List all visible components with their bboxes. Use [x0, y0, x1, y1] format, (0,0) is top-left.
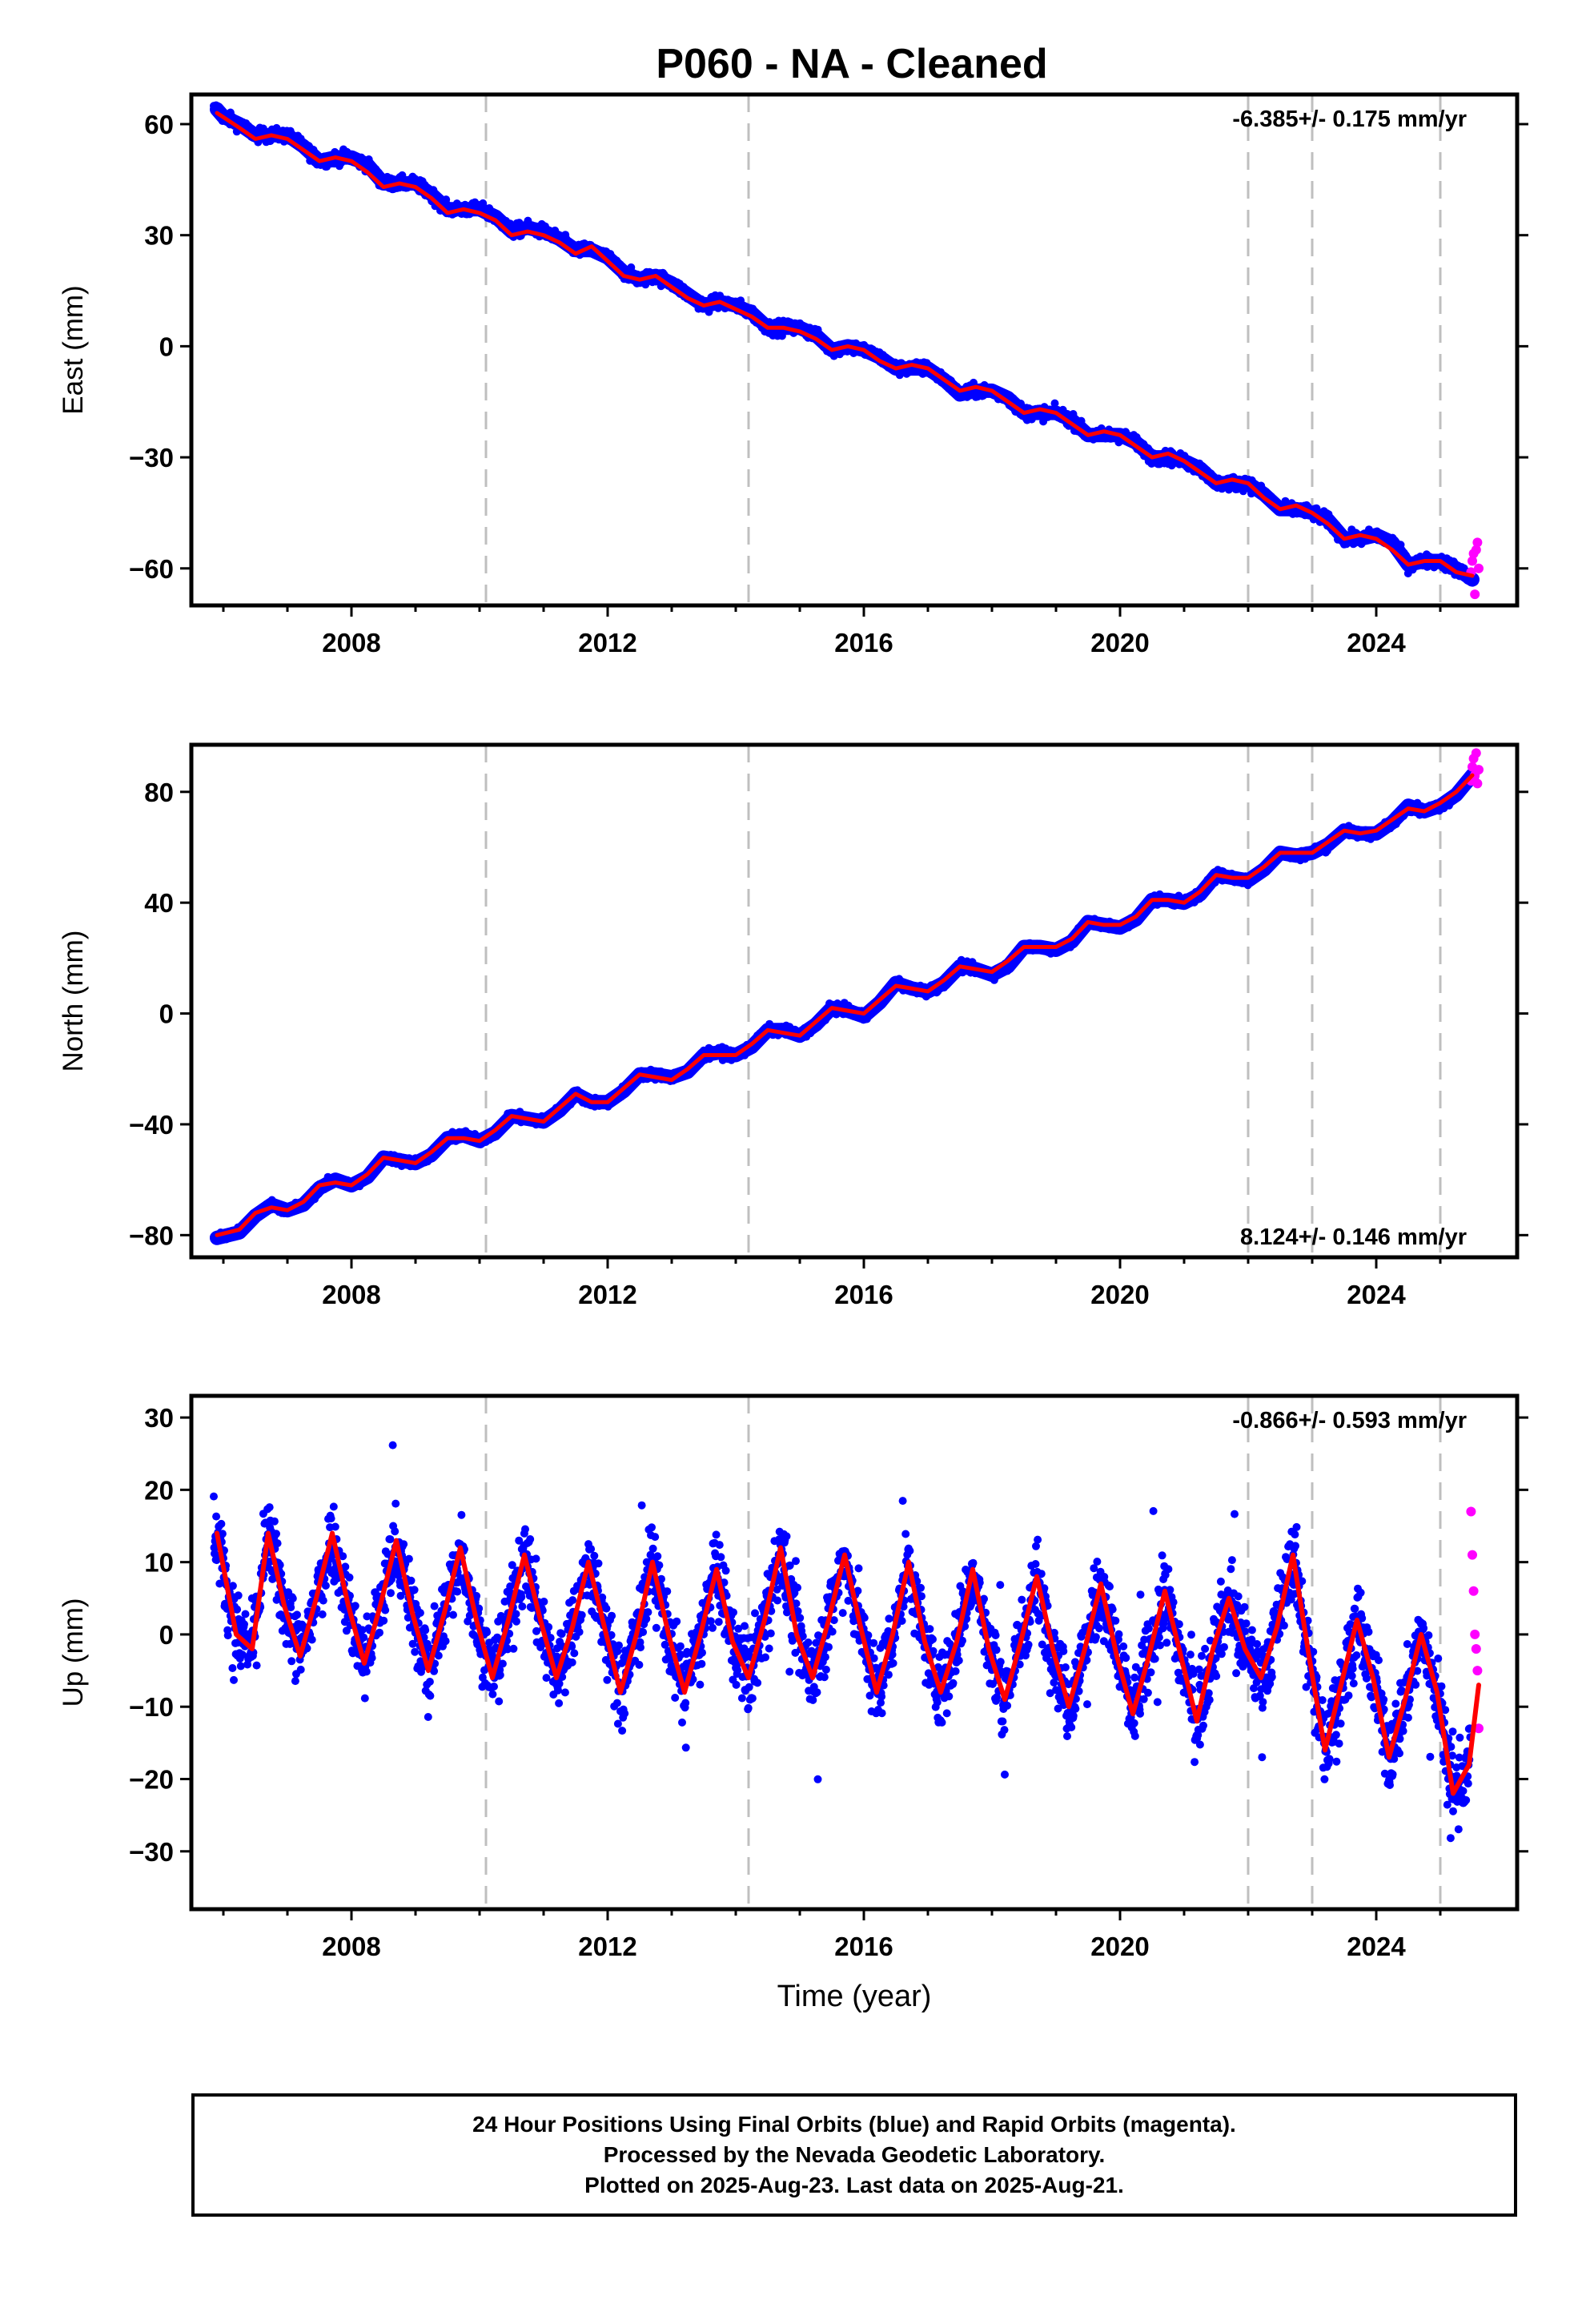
x-tick-label: 2016	[834, 628, 893, 657]
final-orbit-band	[210, 768, 1480, 1245]
data-point	[400, 1540, 408, 1549]
x-tick-label: 2008	[322, 1280, 380, 1309]
data-point	[293, 1610, 301, 1619]
data-point	[381, 1606, 390, 1614]
data-point	[1050, 399, 1059, 408]
velocity-label: -6.385+/- 0.175 mm/yr	[1232, 107, 1467, 132]
data-point	[391, 1527, 400, 1536]
rapid-orbit-point	[1468, 556, 1477, 566]
x-tick-label: 2012	[578, 628, 636, 657]
data-point	[345, 1573, 354, 1582]
y-tick-label: 80	[144, 778, 174, 807]
rapid-orbit-point	[1470, 589, 1480, 600]
panel-north: −80 −40 0 40 80 2008 2012 2016 2020 2024 North (mm…	[58, 742, 1528, 1309]
data-point	[318, 1610, 327, 1618]
y-axis-label: North (mm)	[58, 931, 89, 1072]
data-point	[273, 1539, 282, 1548]
panels: −60 −30 0 30 60 2008 2012 2016 2020 2024 East (mm)…	[58, 92, 1528, 1961]
rapid-orbit-point	[1472, 778, 1483, 789]
rapid-orbit-point	[1474, 765, 1484, 775]
y-axis-label: East (mm)	[58, 285, 89, 414]
data-point	[240, 1620, 248, 1629]
x-tick-label: 2008	[322, 628, 380, 657]
data-point	[360, 1694, 369, 1703]
data-point	[387, 1589, 395, 1598]
velocity-label: 8.124+/- 0.146 mm/yr	[1240, 1224, 1467, 1250]
data-point	[265, 1503, 274, 1512]
data-point	[287, 1657, 296, 1666]
final-orbit-points	[210, 1441, 1475, 1843]
data-point	[362, 1667, 371, 1676]
data-point	[351, 1602, 359, 1610]
data-point	[217, 1519, 226, 1528]
data-point	[291, 1677, 299, 1686]
data-point	[407, 1576, 416, 1585]
data-point	[223, 1631, 232, 1640]
y-tick-label: −40	[129, 1110, 174, 1140]
panel-east: −60 −30 0 30 60 2008 2012 2016 2020 2024 East (mm)…	[58, 92, 1528, 657]
y-tick-label: 40	[144, 888, 174, 918]
data-point	[296, 1665, 305, 1674]
data-point	[234, 1591, 243, 1600]
data-point	[270, 1517, 279, 1526]
x-tick-label: 2020	[1090, 1280, 1149, 1309]
y-tick-label: 30	[144, 221, 174, 251]
data-point	[272, 1530, 280, 1538]
data-point	[416, 1609, 424, 1617]
data-point	[210, 1492, 218, 1501]
x-tick-label: 2024	[1347, 628, 1406, 657]
data-point	[331, 1522, 339, 1531]
data-point	[241, 1610, 250, 1618]
data-point	[307, 1635, 316, 1644]
plot-frame	[189, 92, 1520, 608]
data-point	[327, 1514, 335, 1523]
data-point	[386, 1535, 395, 1544]
y-tick-label: −30	[129, 443, 174, 472]
x-tick-label: 2020	[1090, 628, 1149, 657]
data-point	[404, 1554, 413, 1563]
data-point	[288, 1594, 297, 1602]
data-point	[319, 1596, 327, 1605]
x-tick-label: 2012	[578, 1280, 636, 1309]
x-tick-label: 2024	[1347, 1280, 1406, 1309]
data-point	[236, 1662, 245, 1671]
y-tick-label: −60	[129, 554, 174, 584]
y-tick-label: 60	[144, 110, 174, 139]
rapid-orbit-point	[1474, 563, 1484, 573]
y-tick-label: 0	[159, 999, 174, 1029]
data-point	[379, 1616, 388, 1625]
chart-title: P060 - NA - Cleaned	[656, 41, 1047, 87]
data-point	[252, 1661, 261, 1670]
data-point	[388, 1441, 397, 1449]
data-point	[410, 1586, 419, 1594]
data-point	[375, 1628, 383, 1637]
y-tick-label: −80	[129, 1220, 174, 1250]
rapid-orbit-point	[1471, 748, 1481, 758]
y-tick-label: 0	[159, 332, 174, 361]
rapid-orbit-point	[1472, 537, 1483, 548]
data-point	[367, 1654, 376, 1663]
data-point	[321, 1582, 330, 1590]
rapid-orbit-point	[1471, 545, 1481, 555]
data-point	[421, 1626, 430, 1634]
x-tick-label: 2016	[834, 1280, 893, 1309]
data-point	[228, 1582, 237, 1590]
data-point	[228, 1664, 237, 1672]
data-point	[329, 1502, 338, 1511]
data-point	[359, 1633, 368, 1642]
data-point	[212, 1512, 221, 1521]
plot-frame	[189, 742, 1520, 1260]
data-point	[391, 1499, 400, 1508]
data-point	[230, 1675, 238, 1684]
model-fit-line	[215, 111, 1475, 578]
